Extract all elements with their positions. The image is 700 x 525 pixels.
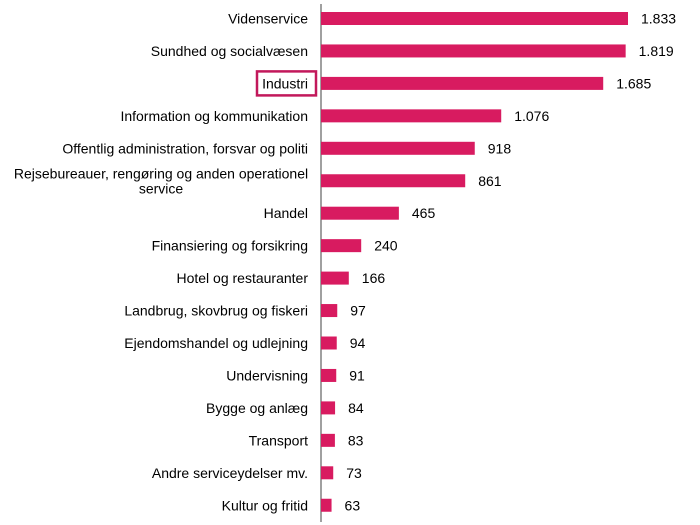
category-label: Hotel og restauranter bbox=[176, 270, 308, 286]
bar bbox=[321, 466, 334, 480]
category-label: Finansiering og forsikring bbox=[152, 238, 308, 254]
bar bbox=[321, 498, 332, 512]
bar bbox=[321, 174, 466, 188]
bar bbox=[321, 44, 626, 58]
bar bbox=[321, 76, 604, 90]
value-label: 91 bbox=[349, 367, 365, 383]
bar bbox=[321, 368, 337, 382]
value-label: 861 bbox=[478, 173, 502, 189]
category-label: Transport bbox=[249, 432, 309, 448]
category-labels-group: Videnservice Sundhed og socialvæsen Indust… bbox=[14, 11, 308, 514]
bar bbox=[321, 12, 628, 25]
bar bbox=[321, 336, 337, 350]
bar bbox=[321, 433, 335, 447]
value-label: 63 bbox=[345, 497, 361, 513]
value-label: 918 bbox=[488, 140, 512, 156]
value-label: 73 bbox=[346, 465, 362, 481]
bar bbox=[321, 271, 349, 285]
bar bbox=[321, 206, 399, 220]
category-label: Industri bbox=[262, 75, 308, 91]
bar bbox=[321, 141, 475, 155]
bar bbox=[321, 109, 502, 123]
value-label: 83 bbox=[348, 432, 364, 448]
category-label: Ejendomshandel og udlejning bbox=[124, 335, 308, 351]
bars-group bbox=[321, 12, 628, 512]
value-label: 240 bbox=[374, 238, 398, 254]
category-label: Videnservice bbox=[228, 11, 308, 27]
category-label: Offentlig administration, forsvar og pol… bbox=[62, 140, 308, 156]
category-label: Bygge og anlæg bbox=[206, 400, 308, 416]
value-label: 166 bbox=[362, 270, 386, 286]
value-label: 94 bbox=[350, 335, 366, 351]
category-label: Undervisning bbox=[226, 367, 308, 383]
value-label: 1.685 bbox=[616, 75, 651, 91]
category-label: Sundhed og socialvæsen bbox=[151, 43, 308, 59]
value-label: 1.833 bbox=[641, 11, 676, 27]
category-label: Rejsebureauer, rengøring og anden operat… bbox=[14, 165, 308, 196]
bar bbox=[321, 304, 338, 318]
bar bbox=[321, 401, 336, 415]
category-label: Landbrug, skovbrug og fiskeri bbox=[124, 303, 308, 319]
category-label: Kultur og fritid bbox=[222, 497, 308, 513]
value-label: 97 bbox=[350, 303, 366, 319]
value-label: 465 bbox=[412, 205, 436, 221]
value-label: 84 bbox=[348, 400, 364, 416]
category-label: Handel bbox=[264, 205, 308, 221]
highlight-box bbox=[255, 70, 318, 97]
value-label: 1.076 bbox=[514, 108, 549, 124]
category-label: Information og kommunikation bbox=[120, 108, 308, 124]
value-label: 1.819 bbox=[639, 43, 674, 59]
bar bbox=[321, 239, 362, 253]
category-label: Andre serviceydelser mv. bbox=[152, 465, 308, 481]
